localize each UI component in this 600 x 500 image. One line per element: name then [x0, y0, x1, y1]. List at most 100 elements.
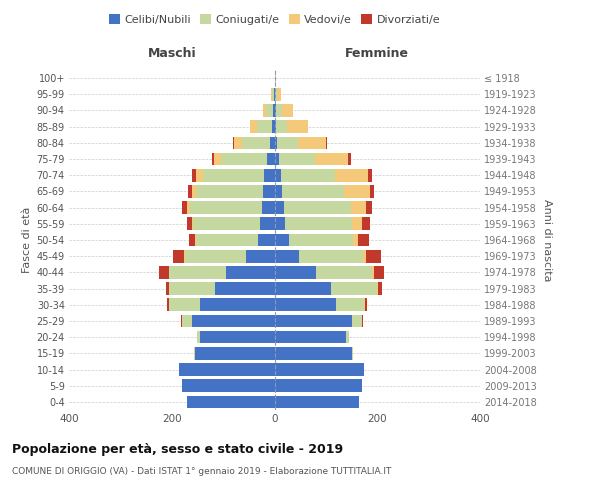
Bar [275, 396, 359, 408]
Bar [275, 88, 277, 101]
Bar [246, 250, 275, 262]
Bar [184, 250, 185, 262]
Bar [194, 347, 195, 360]
Bar [364, 250, 366, 262]
Bar [282, 185, 344, 198]
Bar [193, 314, 275, 328]
Bar [299, 250, 364, 262]
Bar [262, 202, 275, 214]
Bar [336, 298, 364, 311]
Bar [281, 104, 293, 117]
Bar [275, 282, 331, 295]
Bar [267, 152, 275, 166]
Bar [352, 347, 353, 360]
Bar [173, 250, 184, 262]
Bar [233, 136, 235, 149]
Bar [378, 282, 382, 295]
Bar [377, 282, 378, 295]
Bar [181, 314, 182, 328]
Bar [200, 331, 275, 344]
Bar [271, 88, 272, 101]
Bar [344, 185, 370, 198]
Text: COMUNE DI ORIGGIO (VA) - Dati ISTAT 1° gennaio 2019 - Elaborazione TUTTITALIA.IT: COMUNE DI ORIGGIO (VA) - Dati ISTAT 1° g… [12, 468, 391, 476]
Bar [167, 298, 169, 311]
Bar [169, 266, 226, 278]
Bar [277, 88, 281, 101]
Bar [275, 380, 362, 392]
Bar [250, 120, 257, 133]
Legend: Celibi/Nubili, Coniugati/e, Vedovi/e, Divorziati/e: Celibi/Nubili, Coniugati/e, Vedovi/e, Di… [109, 14, 440, 25]
Bar [372, 266, 374, 278]
Bar [335, 169, 368, 181]
Bar [275, 363, 364, 376]
Bar [275, 120, 276, 133]
Text: Maschi: Maschi [148, 47, 196, 60]
Bar [275, 234, 289, 246]
Bar [285, 218, 352, 230]
Bar [263, 185, 275, 198]
Bar [276, 120, 287, 133]
Bar [188, 185, 193, 198]
Bar [352, 314, 362, 328]
Bar [200, 298, 275, 311]
Bar [196, 169, 203, 181]
Bar [275, 298, 336, 311]
Bar [179, 363, 275, 376]
Bar [316, 266, 372, 278]
Bar [289, 234, 353, 246]
Bar [187, 202, 190, 214]
Bar [189, 234, 196, 246]
Bar [275, 266, 316, 278]
Bar [272, 120, 275, 133]
Bar [197, 331, 200, 344]
Bar [370, 185, 374, 198]
Bar [169, 298, 200, 311]
Bar [214, 152, 221, 166]
Bar [346, 331, 349, 344]
Bar [374, 266, 384, 278]
Bar [287, 120, 308, 133]
Bar [242, 136, 270, 149]
Bar [366, 202, 372, 214]
Bar [196, 234, 258, 246]
Bar [352, 218, 362, 230]
Bar [160, 266, 169, 278]
Text: Femmine: Femmine [345, 47, 409, 60]
Bar [263, 104, 266, 117]
Bar [264, 169, 275, 181]
Bar [192, 218, 193, 230]
Bar [185, 250, 246, 262]
Bar [203, 169, 264, 181]
Bar [284, 202, 350, 214]
Y-axis label: Anni di nascita: Anni di nascita [542, 198, 553, 281]
Bar [169, 282, 215, 295]
Bar [212, 152, 214, 166]
Bar [362, 218, 370, 230]
Bar [182, 380, 275, 392]
Bar [258, 234, 275, 246]
Bar [166, 282, 169, 295]
Bar [182, 202, 187, 214]
Bar [366, 250, 382, 262]
Bar [275, 202, 284, 214]
Bar [273, 104, 275, 117]
Bar [275, 185, 282, 198]
Bar [275, 314, 352, 328]
Bar [277, 136, 298, 149]
Bar [275, 331, 346, 344]
Bar [314, 152, 348, 166]
Bar [257, 120, 272, 133]
Bar [192, 169, 196, 181]
Bar [281, 169, 335, 181]
Bar [275, 347, 352, 360]
Bar [193, 218, 260, 230]
Bar [187, 218, 192, 230]
Bar [187, 396, 275, 408]
Text: Popolazione per età, sesso e stato civile - 2019: Popolazione per età, sesso e stato civil… [12, 442, 343, 456]
Bar [358, 234, 368, 246]
Bar [348, 152, 350, 166]
Bar [275, 104, 281, 117]
Bar [235, 136, 242, 149]
Bar [195, 347, 275, 360]
Bar [331, 282, 377, 295]
